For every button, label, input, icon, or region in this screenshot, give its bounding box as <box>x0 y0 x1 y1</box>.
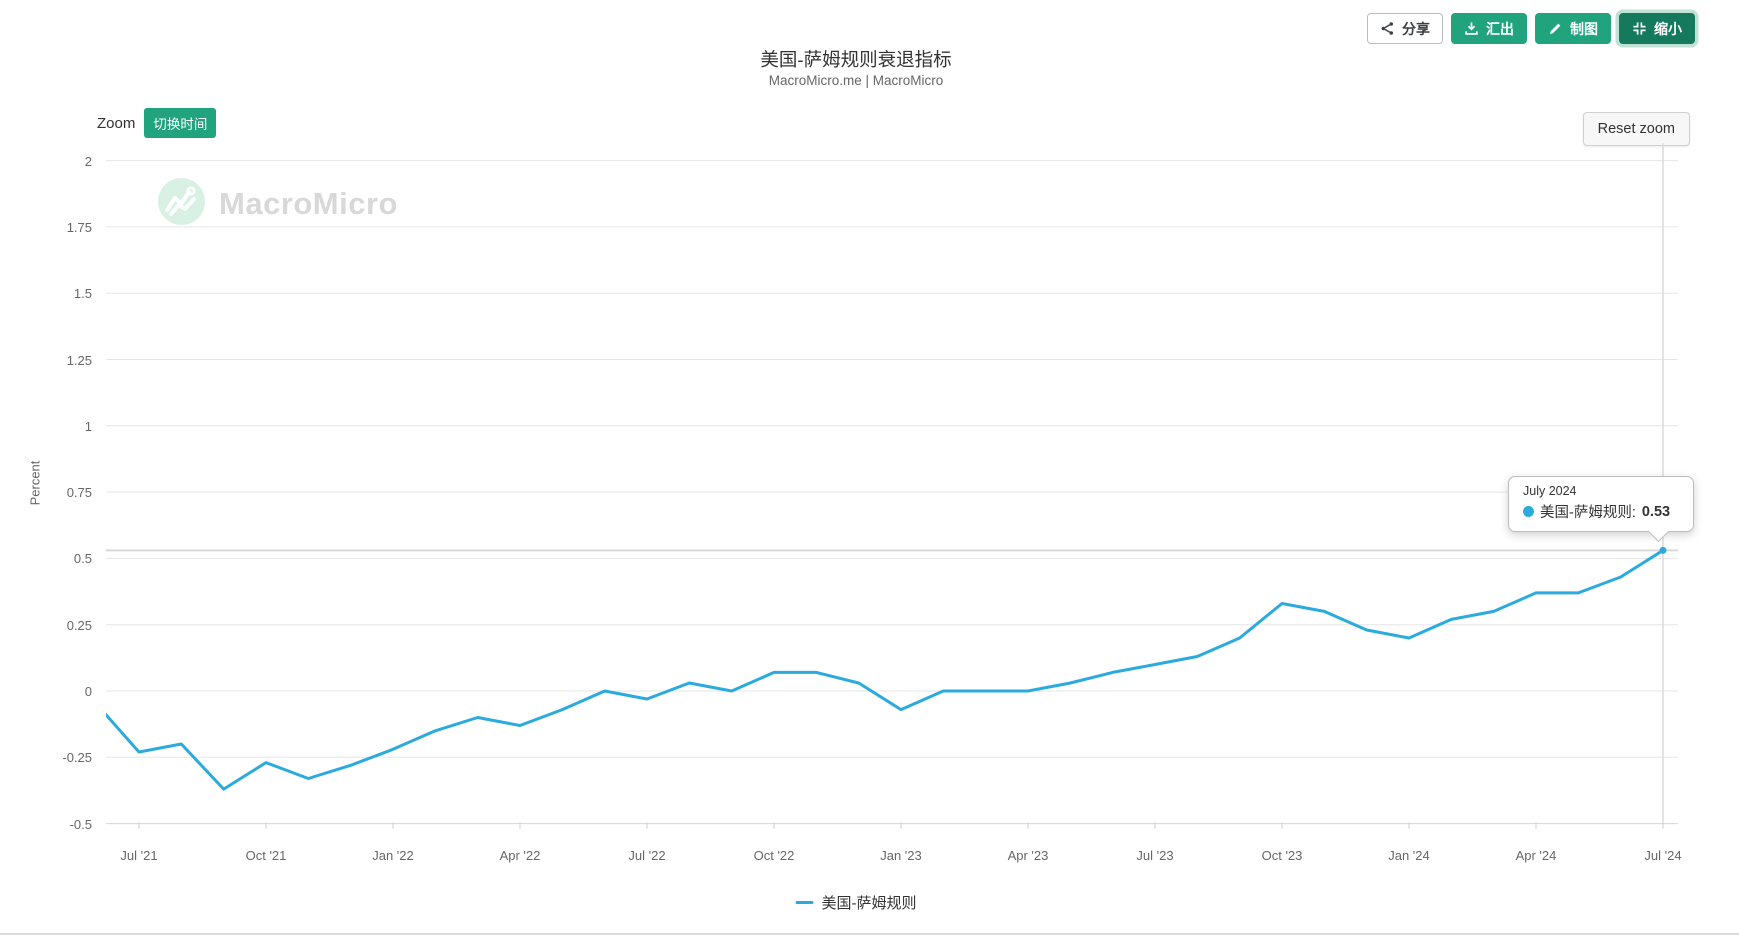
tooltip-date: July 2024 <box>1523 484 1577 498</box>
legend-label: 美国-萨姆规则 <box>821 895 917 912</box>
tooltip-value: 0.53 <box>1641 503 1671 520</box>
zoom-label: Zoom <box>97 114 136 132</box>
download-icon <box>1464 21 1479 36</box>
series-line <box>106 548 1665 791</box>
page-title: 美国-萨姆规则衰退指标 <box>760 49 952 70</box>
switch-time-button[interactable]: 切换时间 <box>144 108 217 138</box>
export-button[interactable]: 汇出 <box>1451 13 1527 44</box>
compress-icon <box>1632 21 1647 36</box>
share-button[interactable]: 分享 <box>1367 13 1443 44</box>
make-chart-button-label: 制图 <box>1570 20 1598 37</box>
pencil-icon <box>1548 21 1563 36</box>
page-subtitle: MacroMicro.me | MacroMicro <box>768 73 944 88</box>
shrink-button-label: 缩小 <box>1654 20 1682 37</box>
share-button-label: 分享 <box>1402 20 1430 37</box>
chart-tooltip: July 2024 美国-萨姆规则: 0.53 <box>1508 476 1694 542</box>
last-point-marker <box>1659 546 1667 554</box>
shrink-button[interactable]: 缩小 <box>1619 13 1695 44</box>
header-buttons: 分享 汇出 制图 缩小 <box>1367 13 1695 44</box>
reset-zoom-button[interactable]: Reset zoom <box>1582 112 1690 146</box>
export-button-label: 汇出 <box>1486 20 1514 37</box>
tooltip-series-name: 美国-萨姆规则: <box>1540 505 1636 521</box>
legend-line-swatch <box>795 901 814 904</box>
legend-item[interactable]: 美国-萨姆规则 <box>795 892 917 913</box>
zoom-row: Zoom 切换时间 <box>97 108 217 138</box>
y-axis-title: Percent <box>27 460 43 506</box>
make-chart-button[interactable]: 制图 <box>1535 13 1611 44</box>
share-icon <box>1380 21 1395 36</box>
bottom-divider <box>0 933 1739 935</box>
series-marker-icon <box>1523 506 1534 517</box>
